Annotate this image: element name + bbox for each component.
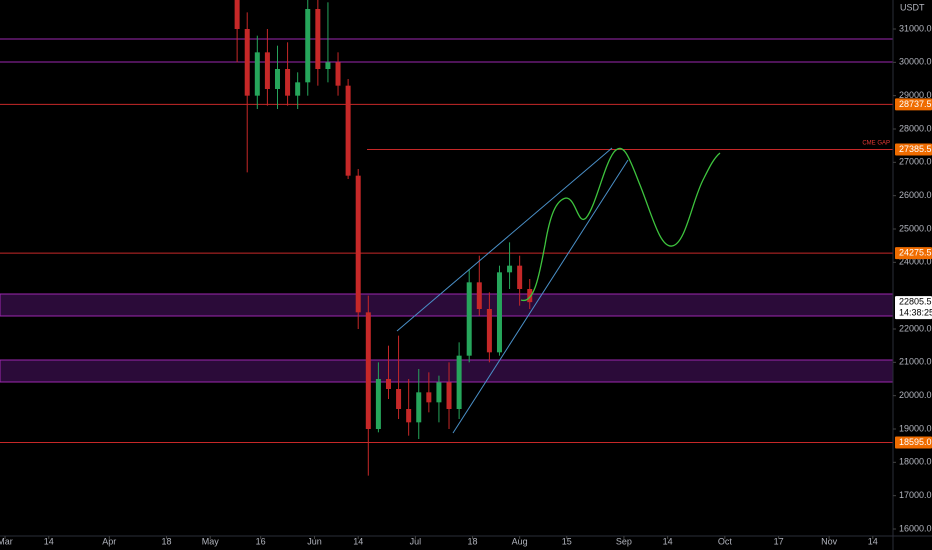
- candle-body: [305, 9, 311, 83]
- price-tag: [895, 98, 932, 111]
- x-tick-label: 18: [161, 536, 171, 546]
- x-tick-label: Oct: [718, 536, 733, 546]
- y-tick-label: 16000.0: [899, 523, 932, 533]
- x-tick-label: 14: [663, 536, 673, 546]
- candle-body: [355, 175, 361, 313]
- candle-body: [476, 282, 482, 309]
- projection-curve: [520, 147, 721, 301]
- y-tick-label: 22000.0: [899, 323, 932, 333]
- x-tick-label: 14: [44, 536, 54, 546]
- candle-body: [507, 265, 513, 273]
- candle-body: [295, 82, 301, 96]
- x-tick-label: Mar: [0, 536, 13, 546]
- x-tick-label: May: [202, 536, 220, 546]
- last-price-tag: [895, 296, 932, 320]
- drawings: [396, 147, 721, 434]
- y-tick-label: 25000.0: [899, 223, 932, 233]
- candle-body: [345, 85, 351, 176]
- countdown: 14:38:25: [899, 308, 932, 318]
- x-tick-label: Jun: [307, 536, 322, 546]
- y-tick-label: 29000.0: [899, 90, 932, 100]
- plot-area: [0, 0, 893, 476]
- candle-body: [517, 265, 523, 289]
- y-tick-label: 17000.0: [899, 490, 932, 500]
- candle-body: [416, 392, 422, 423]
- candle-body: [285, 69, 291, 96]
- y-tick-label: 24000.0: [899, 257, 932, 267]
- x-tick-label: 15: [562, 536, 572, 546]
- candle-body: [375, 379, 381, 429]
- y-tick-label: 20000.0: [899, 390, 932, 400]
- candle-body: [446, 382, 452, 409]
- candle-body: [466, 282, 472, 356]
- x-tick-label: 17: [774, 536, 784, 546]
- x-tick-label: 14: [353, 536, 363, 546]
- candle-body: [325, 62, 331, 69]
- price-tag: [895, 247, 932, 260]
- candle-body: [315, 9, 321, 69]
- y-tick-label: 28000.0: [899, 123, 932, 133]
- candle-body: [527, 289, 533, 303]
- x-tick-label: Nov: [821, 536, 838, 546]
- y-tick-label: 18000.0: [899, 457, 932, 467]
- y-tick-label: 19000.0: [899, 423, 932, 433]
- price-tag-label: 27385.5: [899, 144, 932, 154]
- last-price-label: 22805.5: [899, 297, 932, 307]
- candle-body: [396, 389, 402, 409]
- price-tag: [895, 143, 932, 156]
- candle-body: [496, 272, 502, 353]
- unit-label: USDT: [900, 2, 925, 12]
- x-tick-label: 18: [468, 536, 478, 546]
- y-tick-label: 26000.0: [899, 190, 932, 200]
- y-tick-label: 31000.0: [899, 23, 932, 33]
- annotation: CME GAP: [862, 141, 890, 147]
- zone: [0, 359, 893, 383]
- price-tag-label: 28737.5: [899, 99, 932, 109]
- candle-body: [244, 29, 250, 96]
- trendline-upper: [396, 147, 613, 332]
- candle-body: [436, 382, 442, 403]
- y-tick-label: 30000.0: [899, 57, 932, 67]
- price-tag-label: 24275.5: [899, 248, 932, 258]
- x-tick-label: Sep: [616, 536, 632, 546]
- candle-body: [486, 309, 492, 353]
- candle-body: [456, 355, 462, 409]
- candle-body: [274, 69, 280, 89]
- x-tick-label: Aug: [512, 536, 528, 546]
- trendline-lower: [452, 159, 629, 434]
- x-tick-label: Jul: [410, 536, 422, 546]
- y-tick-label: 27000.0: [899, 157, 932, 167]
- y-tick-label: 21000.0: [899, 357, 932, 367]
- candle-body: [426, 392, 432, 403]
- candle-body: [254, 52, 260, 96]
- candle-body: [335, 62, 341, 86]
- candle-body: [385, 379, 391, 389]
- candle-body: [365, 312, 371, 429]
- price-tag-label: 18595.0: [899, 437, 932, 447]
- x-tick-label: 14: [868, 536, 878, 546]
- candle-body: [406, 409, 412, 423]
- zone: [0, 293, 893, 317]
- price-tag: [895, 436, 932, 449]
- x-tick-label: Apr: [102, 536, 116, 546]
- x-tick-label: 16: [256, 536, 266, 546]
- candle-body: [234, 0, 240, 29]
- candle-body: [264, 52, 270, 89]
